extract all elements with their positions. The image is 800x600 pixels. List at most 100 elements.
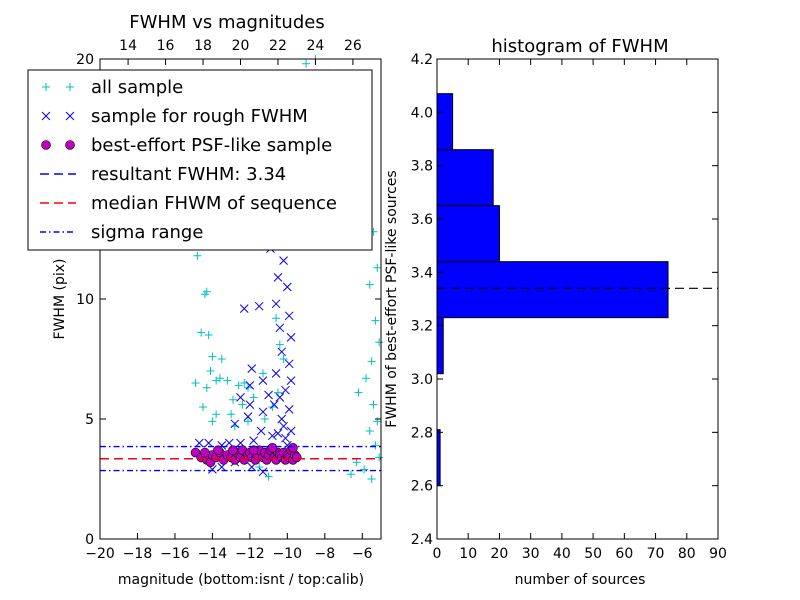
data-point xyxy=(239,304,249,313)
x-tick-label: −10 xyxy=(273,546,303,562)
top-tick-label: 22 xyxy=(269,38,287,54)
data-point xyxy=(258,407,268,417)
data-point xyxy=(258,376,268,385)
legend-entry: sample for rough FWHM xyxy=(41,106,308,127)
data-point xyxy=(281,385,290,395)
histogram-marks xyxy=(436,93,718,487)
scatter-legend: all sample sample for rough FWHM best-effo… xyxy=(27,69,373,251)
series-best-effort-psf-like-sample xyxy=(190,442,302,468)
x-tick-label: −20 xyxy=(85,546,115,562)
data-point xyxy=(256,426,266,436)
data-point xyxy=(365,427,374,435)
data-point xyxy=(275,393,285,402)
legend-label: median FHWM of sequence xyxy=(91,193,337,214)
x-tick-label: 50 xyxy=(584,546,602,562)
data-point xyxy=(302,59,311,68)
histogram-bar xyxy=(436,93,454,151)
y-tick-label: 3.0 xyxy=(411,372,433,388)
legend-label: resultant FWHM: 3.34 xyxy=(91,164,286,185)
y-tick-label: 3.6 xyxy=(411,212,433,228)
scatter-x-ticks: −20 −18 −16 −14 −12 −10 −8 −6 xyxy=(85,533,373,562)
data-point xyxy=(197,328,206,337)
legend-entry: resultant FWHM: 3.34 xyxy=(40,164,286,185)
data-point xyxy=(286,426,296,436)
data-point xyxy=(284,311,294,321)
histogram-bar xyxy=(436,149,494,207)
data-point xyxy=(273,273,283,282)
data-point xyxy=(208,352,217,361)
legend-marker xyxy=(66,83,74,91)
data-point xyxy=(286,376,296,385)
y-tick-label: 3.2 xyxy=(411,319,433,335)
data-point xyxy=(223,376,232,385)
data-point xyxy=(204,438,214,448)
legend-label: best-effort PSF-like sample xyxy=(91,135,332,156)
data-point xyxy=(272,314,281,323)
y-tick-label: 5 xyxy=(85,412,94,428)
data-point xyxy=(213,445,223,456)
x-tick-label: 20 xyxy=(491,546,509,562)
data-point xyxy=(191,379,200,387)
x-tick-label: −12 xyxy=(235,546,265,562)
data-point xyxy=(245,381,255,390)
legend-label: all sample xyxy=(91,77,183,98)
data-point xyxy=(284,359,294,369)
data-point xyxy=(369,400,378,409)
data-point xyxy=(281,433,290,443)
y-tick-label: 20 xyxy=(76,52,94,68)
x-tick-label: −16 xyxy=(160,546,190,562)
scatter-y-label: FWHM (pix) xyxy=(52,259,68,340)
data-point xyxy=(279,421,288,431)
data-point xyxy=(229,395,238,404)
data-point xyxy=(279,256,288,265)
data-point xyxy=(375,453,384,462)
y-tick-label: 10 xyxy=(76,292,94,308)
data-point xyxy=(264,390,273,400)
legend-entry: best-effort PSF-like sample xyxy=(41,135,332,156)
data-point xyxy=(202,383,211,392)
data-point xyxy=(193,251,202,260)
data-point xyxy=(277,347,287,357)
data-point xyxy=(249,393,258,402)
legend-box xyxy=(27,69,373,251)
data-point xyxy=(194,438,204,448)
legend-marker xyxy=(41,140,51,150)
x-tick-label: −14 xyxy=(198,546,228,562)
y-tick-label: 3.4 xyxy=(411,265,433,281)
data-point xyxy=(275,323,285,333)
data-point xyxy=(362,374,371,383)
data-point xyxy=(230,419,240,429)
data-point xyxy=(245,400,255,409)
data-point xyxy=(347,470,356,479)
x-tick-label: 60 xyxy=(615,546,633,562)
scatter-title: FWHM vs magnitudes xyxy=(129,12,324,33)
data-point xyxy=(200,447,210,458)
data-point xyxy=(271,369,281,378)
legend-entry: median FHWM of sequence xyxy=(40,193,337,214)
histogram-panel: 0 10 20 30 40 50 60 70 80 90 2.4 2.6 2.8 3.0 3.2 3.4 3.… xyxy=(384,36,727,588)
data-point xyxy=(238,400,247,409)
histogram-frame xyxy=(436,58,719,540)
x-tick-label: −6 xyxy=(352,546,373,562)
data-point xyxy=(248,445,259,456)
legend-marker xyxy=(65,140,75,150)
data-point xyxy=(275,340,284,349)
data-point xyxy=(254,301,264,311)
data-point xyxy=(243,412,253,421)
legend-marker xyxy=(41,111,51,121)
histogram-x-ticks: 0 10 20 30 40 50 60 70 80 90 xyxy=(433,59,727,562)
top-tick-label: 14 xyxy=(119,38,137,54)
y-tick-label: 2.8 xyxy=(411,425,433,441)
legend-marker xyxy=(42,83,50,91)
scatter-y-ticks: 0 5 10 20 xyxy=(76,52,381,548)
data-point xyxy=(277,414,287,424)
scatter-top-ticks: 14 16 18 20 22 24 26 xyxy=(119,38,362,65)
histogram-y-label: FWHM of best-effort PSF-like sources xyxy=(384,170,400,427)
y-tick-label: 0 xyxy=(85,532,94,548)
data-point xyxy=(264,472,273,481)
data-point xyxy=(284,405,294,414)
data-point xyxy=(282,282,292,292)
x-tick-label: 30 xyxy=(522,546,540,562)
data-point xyxy=(360,465,369,474)
data-point xyxy=(291,452,302,463)
